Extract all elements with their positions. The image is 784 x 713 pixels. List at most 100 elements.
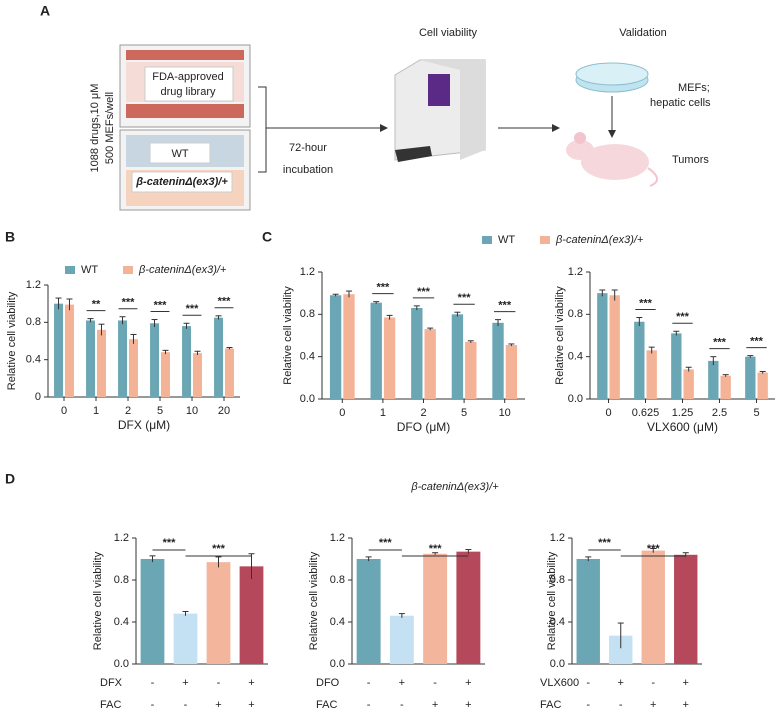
sig-label: *** xyxy=(218,296,232,308)
label-box xyxy=(149,142,211,164)
y-axis-label: Relative cell viability xyxy=(554,286,566,385)
condition-name: DFX xyxy=(100,677,123,689)
condition-sign: - xyxy=(433,677,437,689)
x-axis-label: DFX (μM) xyxy=(118,418,170,432)
sig-label: *** xyxy=(122,297,136,309)
legend-label: WT xyxy=(81,264,98,276)
sig-label: *** xyxy=(639,297,653,309)
x-tick-label: 5 xyxy=(157,405,163,417)
bar xyxy=(757,372,768,399)
y-tick-label: 0.8 xyxy=(114,574,129,586)
y-tick-label: 1.2 xyxy=(114,532,129,544)
sig-label: *** xyxy=(676,311,690,323)
condition-name: FAC xyxy=(540,699,561,711)
legend-label: WT xyxy=(498,234,515,246)
mouse xyxy=(566,132,658,187)
incubation-text: incubation xyxy=(283,164,333,176)
arrowhead xyxy=(608,130,616,138)
panel-label: D xyxy=(5,471,15,487)
wells xyxy=(126,104,244,118)
condition-sign: + xyxy=(618,677,624,689)
mouse-ear xyxy=(574,132,586,144)
bar xyxy=(129,339,138,397)
panel-label: B xyxy=(5,229,15,245)
y-tick-label: 0.0 xyxy=(300,393,315,405)
plates xyxy=(119,44,251,211)
condition-sign: + xyxy=(399,677,405,689)
wells xyxy=(126,50,244,60)
d-title: β-cateninΔ(ex3)/+ xyxy=(410,481,499,493)
bar xyxy=(86,320,95,397)
y-tick-label: 1.2 xyxy=(330,532,345,544)
bar xyxy=(609,295,620,399)
bar xyxy=(411,307,423,399)
sig-label: *** xyxy=(212,543,226,555)
x-tick-label: 0.625 xyxy=(632,407,660,419)
bar xyxy=(383,317,396,399)
bar xyxy=(646,350,657,399)
condition-sign: - xyxy=(586,699,590,711)
x-axis-label: VLX600 (μM) xyxy=(647,420,718,434)
plate-text: drug library xyxy=(160,86,216,98)
arrowhead xyxy=(380,124,388,132)
condition-sign: + xyxy=(683,699,689,711)
sig-label: *** xyxy=(163,537,177,549)
x-tick-label: 0 xyxy=(61,405,67,417)
bar xyxy=(65,304,74,397)
y-tick-label: 0.8 xyxy=(568,308,583,320)
bar xyxy=(423,553,448,664)
y-tick-label: 0.8 xyxy=(300,308,315,320)
bar xyxy=(745,356,756,399)
bar xyxy=(206,562,231,664)
y-tick-label: 0.8 xyxy=(330,574,345,586)
condition-sign: - xyxy=(184,699,188,711)
bar xyxy=(492,322,504,399)
cells-text: 500 MEFs/well xyxy=(104,92,116,164)
bar xyxy=(150,323,159,397)
condition-sign: - xyxy=(151,699,155,711)
bar xyxy=(720,375,731,399)
bar xyxy=(173,613,198,664)
condition-sign: + xyxy=(465,699,471,711)
y-tick-label: 0.0 xyxy=(550,658,565,670)
sig-label: *** xyxy=(379,537,393,549)
x-tick-label: 1 xyxy=(93,405,99,417)
bar xyxy=(609,635,633,664)
condition-name: FAC xyxy=(316,699,337,711)
y-tick-label: 0.0 xyxy=(330,658,345,670)
x-tick-label: 0 xyxy=(605,407,611,419)
sig-label: *** xyxy=(713,337,727,349)
bar xyxy=(214,317,223,397)
legend-label: β-cateninΔ(ex3)/+ xyxy=(138,264,227,276)
condition-sign: + xyxy=(465,677,471,689)
sig-label: *** xyxy=(458,292,472,304)
condition-sign: + xyxy=(248,677,254,689)
y-tick-label: 1.2 xyxy=(568,266,583,278)
tumor-text: Tumors xyxy=(672,154,709,166)
label-box xyxy=(144,66,234,102)
legend-label: β-cateninΔ(ex3)/+ xyxy=(555,234,644,246)
mouse-tail xyxy=(647,167,658,187)
y-tick-label: 0.8 xyxy=(26,316,41,328)
condition-name: FAC xyxy=(100,699,121,711)
x-axis-label: DFO (μM) xyxy=(397,420,451,434)
y-axis-label: Relative cell viability xyxy=(6,291,18,390)
sig-label: *** xyxy=(647,543,661,555)
condition-sign: - xyxy=(367,677,371,689)
x-tick-label: 10 xyxy=(499,407,511,419)
legend-swatch xyxy=(482,236,492,244)
y-tick-label: 0.4 xyxy=(300,351,315,363)
condition-sign: - xyxy=(619,699,623,711)
bar xyxy=(641,550,665,664)
panel-label: A xyxy=(40,3,50,19)
legend-swatch xyxy=(540,236,550,244)
condition-sign: + xyxy=(432,699,438,711)
dish xyxy=(575,62,649,86)
sig-label: *** xyxy=(429,543,443,555)
bar xyxy=(118,320,127,397)
condition-sign: + xyxy=(683,677,689,689)
condition-sign: - xyxy=(367,699,371,711)
y-axis-label: Relative cell viability xyxy=(92,551,104,650)
reader-side xyxy=(420,60,485,160)
